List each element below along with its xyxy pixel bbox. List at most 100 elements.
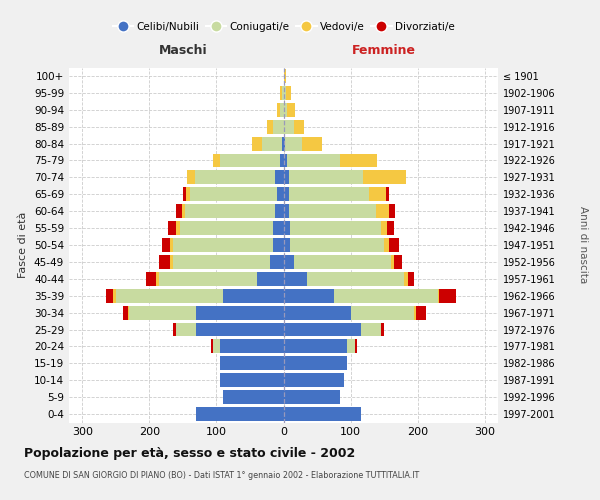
Bar: [173, 255, 270, 269]
Bar: [362, 170, 406, 184]
Bar: [185, 204, 275, 218]
Bar: [280, 154, 284, 168]
Bar: [274, 221, 284, 235]
Text: Popolazione per età, sesso e stato civile - 2002: Popolazione per età, sesso e stato civil…: [24, 448, 355, 460]
Bar: [284, 69, 286, 83]
Bar: [196, 407, 284, 421]
Bar: [361, 322, 380, 336]
Bar: [156, 272, 160, 285]
Bar: [284, 356, 347, 370]
Bar: [252, 136, 262, 150]
Bar: [160, 255, 170, 269]
Bar: [284, 289, 334, 302]
Bar: [284, 306, 350, 320]
Bar: [275, 204, 284, 218]
Bar: [106, 289, 113, 302]
Bar: [128, 306, 130, 320]
Bar: [439, 289, 456, 302]
Bar: [187, 188, 190, 201]
Bar: [113, 289, 116, 302]
Bar: [284, 238, 290, 252]
Bar: [293, 255, 391, 269]
Bar: [170, 255, 173, 269]
Y-axis label: Fasce di età: Fasce di età: [19, 212, 28, 278]
Text: COMUNE DI SAN GIORGIO DI PIANO (BO) - Dati ISTAT 1° gennaio 2002 - Elaborazione : COMUNE DI SAN GIORGIO DI PIANO (BO) - Da…: [24, 471, 419, 480]
Bar: [284, 221, 290, 235]
Bar: [284, 170, 289, 184]
Bar: [262, 136, 282, 150]
Bar: [170, 238, 173, 252]
Bar: [394, 255, 402, 269]
Bar: [284, 272, 307, 285]
Bar: [173, 322, 176, 336]
Bar: [289, 188, 370, 201]
Bar: [182, 204, 185, 218]
Bar: [289, 170, 362, 184]
Bar: [391, 255, 394, 269]
Bar: [220, 374, 284, 387]
Bar: [195, 170, 275, 184]
Bar: [370, 188, 386, 201]
Bar: [407, 272, 414, 285]
Bar: [350, 306, 414, 320]
Bar: [213, 340, 220, 353]
Bar: [275, 170, 284, 184]
Bar: [384, 238, 389, 252]
Text: Femmine: Femmine: [352, 44, 416, 57]
Bar: [220, 154, 280, 168]
Bar: [122, 306, 128, 320]
Bar: [274, 238, 284, 252]
Bar: [284, 86, 286, 100]
Bar: [220, 356, 284, 370]
Bar: [187, 170, 195, 184]
Bar: [355, 340, 357, 353]
Bar: [220, 340, 284, 353]
Bar: [289, 204, 376, 218]
Bar: [388, 221, 394, 235]
Bar: [176, 221, 179, 235]
Bar: [183, 188, 187, 201]
Bar: [416, 306, 425, 320]
Bar: [293, 120, 304, 134]
Bar: [284, 322, 361, 336]
Bar: [404, 272, 407, 285]
Bar: [116, 289, 223, 302]
Bar: [173, 238, 274, 252]
Bar: [282, 136, 284, 150]
Bar: [284, 154, 287, 168]
Bar: [380, 221, 388, 235]
Bar: [340, 154, 377, 168]
Bar: [302, 136, 322, 150]
Bar: [287, 103, 295, 117]
Text: Anni di nascita: Anni di nascita: [578, 206, 588, 284]
Bar: [284, 340, 347, 353]
Bar: [414, 306, 416, 320]
Bar: [146, 272, 156, 285]
Bar: [307, 272, 404, 285]
Bar: [280, 86, 282, 100]
Bar: [223, 390, 284, 404]
Bar: [160, 272, 257, 285]
Bar: [274, 120, 284, 134]
Bar: [285, 136, 302, 150]
Bar: [389, 204, 395, 218]
Bar: [190, 188, 277, 201]
Bar: [277, 103, 280, 117]
Legend: Celibi/Nubili, Coniugati/e, Vedovi/e, Divorziati/e: Celibi/Nubili, Coniugati/e, Vedovi/e, Di…: [109, 18, 458, 36]
Bar: [284, 136, 285, 150]
Bar: [286, 86, 291, 100]
Text: Maschi: Maschi: [158, 44, 207, 57]
Bar: [334, 289, 437, 302]
Bar: [213, 154, 220, 168]
Bar: [211, 340, 213, 353]
Bar: [284, 103, 287, 117]
Bar: [179, 221, 274, 235]
Bar: [284, 188, 289, 201]
Bar: [284, 407, 361, 421]
Bar: [290, 238, 384, 252]
Bar: [196, 322, 284, 336]
Bar: [290, 221, 380, 235]
Bar: [130, 306, 196, 320]
Bar: [168, 221, 176, 235]
Bar: [161, 238, 170, 252]
